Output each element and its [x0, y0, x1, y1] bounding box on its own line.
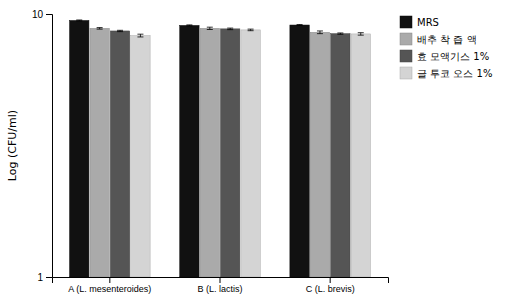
y-axis: 1 10	[32, 9, 53, 283]
x-tick: A (L. mesenteroides)	[68, 277, 151, 294]
x-tick: B (L. lactis)	[197, 277, 242, 294]
legend-item: 글 투코 오스 1%	[400, 67, 492, 79]
x-tick-label: B (L. lactis)	[197, 284, 242, 294]
x-tick-mark	[220, 277, 221, 283]
legend-label: MRS	[417, 17, 439, 28]
bar-series	[90, 27, 330, 277]
x-tick-mark	[109, 277, 110, 283]
y-tick: 10	[32, 9, 52, 20]
error-bar	[117, 30, 123, 31]
error-bar	[317, 31, 323, 34]
bar	[70, 20, 89, 277]
error-bar	[248, 29, 254, 31]
axis-domain	[53, 278, 389, 284]
y-axis-title: Log (CFU/ml)	[6, 110, 19, 181]
legend-label: 배추 착 즙 액	[417, 34, 477, 45]
legend-label: 효 모액기스 1%	[417, 51, 489, 62]
error-bar	[207, 27, 213, 29]
legend-swatch	[400, 16, 412, 28]
legend-swatch	[400, 33, 412, 45]
legend-item: MRS	[400, 16, 439, 28]
y-tick-label: 1	[37, 272, 43, 283]
chart-container: A (L. mesenteroides) B (L. lactis) C (L. b…	[0, 0, 523, 307]
bar	[331, 34, 350, 277]
bar	[351, 34, 370, 277]
error-bar	[337, 33, 343, 34]
bar	[90, 28, 109, 277]
legend-item: 효 모액기스 1%	[400, 50, 489, 62]
bar	[200, 28, 219, 277]
x-tick-mark	[330, 277, 331, 283]
bar	[290, 25, 309, 277]
bar	[310, 32, 329, 277]
bar	[221, 29, 240, 277]
bar-series	[70, 20, 310, 277]
legend-item: 배추 착 즙 액	[400, 33, 477, 45]
y-tick: 1	[37, 272, 52, 283]
error-bar	[297, 25, 303, 26]
marks	[70, 20, 371, 277]
plot-root: A (L. mesenteroides) B (L. lactis) C (L. b…	[6, 9, 389, 295]
x-axis: A (L. mesenteroides) B (L. lactis) C (L. b…	[53, 277, 389, 294]
legend: MRS 배추 착 즙 액효 모액기스 1% 글 투코 오스 1%	[400, 16, 492, 79]
chart-svg: A (L. mesenteroides) B (L. lactis) C (L. b…	[0, 0, 523, 307]
bar-series	[110, 28, 350, 277]
legend-swatch	[400, 50, 412, 62]
y-tick-mark	[46, 277, 52, 278]
bar	[241, 30, 260, 277]
bar	[180, 25, 199, 277]
error-bar	[227, 28, 233, 30]
x-tick-label: C (L. brevis)	[306, 284, 355, 294]
axis-domain	[46, 15, 53, 278]
error-bar	[76, 19, 82, 21]
legend-swatch	[400, 67, 412, 79]
x-tick: C (L. brevis)	[306, 277, 355, 294]
bar-series	[131, 29, 371, 277]
error-bar	[358, 33, 364, 35]
bar	[131, 36, 150, 277]
error-bar	[186, 25, 192, 26]
y-tick-label: 10	[32, 9, 44, 20]
bar	[110, 31, 129, 277]
error-bar	[137, 34, 143, 37]
y-tick-mark	[46, 14, 52, 15]
legend-label: 글 투코 오스 1%	[417, 68, 492, 79]
x-tick-label: A (L. mesenteroides)	[68, 284, 151, 294]
error-bar	[97, 28, 103, 30]
